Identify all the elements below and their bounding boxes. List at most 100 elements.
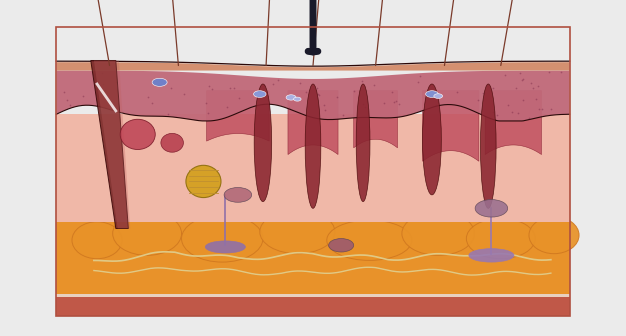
Point	[59, 89, 69, 94]
Point	[526, 80, 536, 85]
Point	[146, 100, 156, 106]
Ellipse shape	[254, 84, 272, 202]
Ellipse shape	[423, 84, 441, 195]
Point	[201, 101, 211, 106]
Point	[537, 106, 547, 111]
Ellipse shape	[481, 84, 496, 208]
Point	[338, 112, 348, 117]
Ellipse shape	[529, 217, 579, 254]
Ellipse shape	[466, 218, 535, 259]
Point	[98, 82, 108, 87]
Point	[166, 86, 176, 91]
Point	[349, 88, 359, 94]
Point	[61, 97, 71, 102]
Point	[389, 99, 399, 104]
Ellipse shape	[356, 84, 370, 202]
Point	[163, 111, 173, 117]
Circle shape	[475, 200, 508, 217]
Polygon shape	[485, 91, 541, 155]
Point	[478, 90, 488, 95]
Point	[357, 101, 367, 107]
Point	[319, 102, 329, 108]
Ellipse shape	[120, 119, 155, 150]
Point	[503, 102, 513, 108]
Point	[320, 108, 330, 113]
Ellipse shape	[402, 212, 475, 255]
Point	[531, 96, 541, 101]
Point	[492, 113, 502, 118]
Point	[513, 110, 523, 115]
Point	[273, 78, 283, 83]
Ellipse shape	[72, 222, 122, 259]
Point	[524, 115, 534, 120]
Point	[413, 80, 423, 85]
Point	[507, 110, 517, 115]
Point	[78, 93, 88, 98]
Point	[518, 98, 528, 103]
Point	[488, 109, 498, 114]
Point	[269, 82, 279, 87]
Ellipse shape	[469, 249, 514, 262]
Point	[518, 77, 528, 82]
Point	[222, 104, 232, 110]
Point	[488, 85, 498, 90]
Point	[511, 85, 521, 91]
Polygon shape	[91, 60, 128, 228]
Point	[203, 110, 213, 116]
Point	[528, 85, 538, 91]
Point	[543, 70, 553, 75]
Ellipse shape	[305, 84, 321, 208]
Point	[284, 105, 294, 111]
Point	[100, 88, 110, 93]
Point	[500, 72, 510, 78]
Bar	[56, 297, 570, 316]
Ellipse shape	[161, 133, 183, 152]
Bar	[56, 294, 570, 297]
Point	[534, 106, 544, 111]
Point	[295, 80, 305, 86]
Circle shape	[329, 239, 354, 252]
Point	[312, 85, 322, 90]
Point	[473, 97, 483, 103]
Point	[533, 84, 543, 89]
Point	[233, 96, 244, 101]
Point	[259, 82, 269, 87]
Point	[360, 104, 370, 110]
Point	[314, 92, 324, 98]
Ellipse shape	[182, 215, 263, 262]
Point	[369, 82, 379, 87]
Polygon shape	[423, 91, 479, 161]
Polygon shape	[288, 91, 338, 155]
Bar	[56, 114, 570, 222]
Point	[387, 89, 397, 95]
Ellipse shape	[327, 220, 412, 260]
Point	[207, 87, 217, 92]
Point	[225, 86, 235, 91]
Point	[203, 83, 213, 89]
Circle shape	[294, 97, 301, 101]
Ellipse shape	[186, 165, 221, 198]
Point	[515, 71, 525, 76]
Point	[97, 71, 107, 76]
Circle shape	[434, 94, 443, 98]
Point	[332, 94, 342, 99]
Point	[453, 90, 463, 95]
Point	[416, 73, 426, 78]
Point	[379, 100, 389, 106]
Polygon shape	[207, 91, 269, 141]
Bar	[56, 27, 570, 316]
Point	[65, 102, 75, 108]
Bar	[56, 220, 570, 294]
Ellipse shape	[205, 241, 245, 253]
Point	[556, 70, 566, 75]
Polygon shape	[56, 62, 570, 71]
Point	[546, 107, 556, 112]
Point	[143, 95, 153, 100]
Circle shape	[426, 91, 438, 97]
Point	[229, 85, 239, 90]
Circle shape	[152, 78, 167, 86]
Point	[391, 99, 401, 104]
Point	[300, 89, 310, 94]
Ellipse shape	[113, 212, 182, 255]
Polygon shape	[354, 91, 398, 148]
